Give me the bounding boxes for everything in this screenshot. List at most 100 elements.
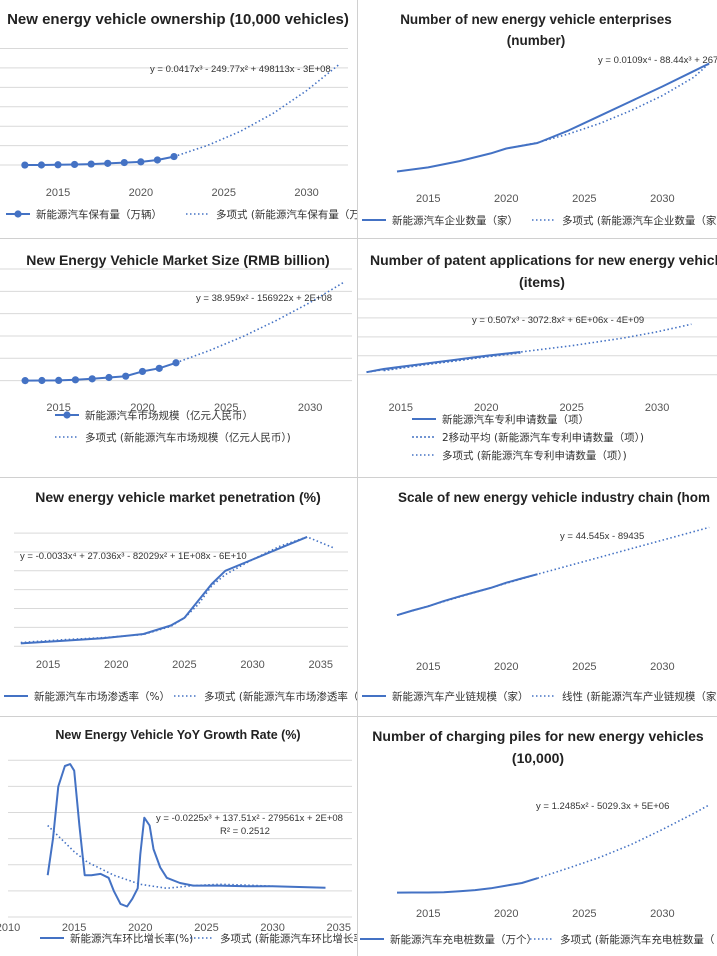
legend-label: 新能源汽车专利申请数量（项） — [442, 413, 589, 426]
series-line — [396, 62, 710, 173]
column-divider — [357, 0, 358, 956]
x-tick-label: 2020 — [130, 402, 154, 414]
legend-label: 新能源汽车产业链规模（家） — [392, 690, 529, 703]
legend-label: 多项式 (新能源汽车企业数量（家）) — [562, 214, 717, 227]
x-tick-label: 2030 — [650, 908, 674, 920]
x-tick-label: 2025 — [572, 908, 596, 920]
legend-label: 2移动平均 (新能源汽车专利申请数量（项）) — [442, 431, 644, 444]
chart-svg: Number of charging piles for new energy … — [360, 728, 714, 946]
data-point — [71, 376, 80, 384]
chart-patents: Number of patent applications for new en… — [358, 239, 717, 477]
r-squared-label: R² = 0.2512 — [220, 826, 270, 837]
x-tick-label: 2025 — [172, 659, 196, 671]
trend-equation: y = 0.507x³ - 3072.8x² + 6E+06x - 4E+09 — [472, 315, 644, 326]
series-line — [396, 877, 538, 894]
data-point — [172, 359, 180, 367]
data-point — [37, 161, 46, 169]
legend-label: 线性 (新能源汽车产业链规模（家 — [562, 690, 717, 703]
series-line — [20, 535, 308, 645]
x-tick-label: 2025 — [194, 922, 218, 934]
legend-label: 新能源汽车市场渗透率（%） — [34, 690, 170, 703]
legend-label: 多项式 (新能源汽车专利申请数量（项）) — [442, 449, 627, 462]
trend-equation: y = 0.0109x⁴ - 88.44x³ + 267999x² - 4E+0… — [598, 55, 717, 66]
x-tick-label: 2020 — [474, 402, 498, 414]
chart-title: New Energy Vehicle YoY Growth Rate (%) — [55, 728, 300, 742]
x-tick-label: 2030 — [260, 922, 284, 934]
chart-title: (items) — [519, 274, 565, 290]
x-tick-label: 2030 — [240, 659, 264, 671]
data-point — [153, 156, 162, 164]
chart-svg: New energy vehicle market penetration (%… — [4, 489, 357, 703]
row-divider-1 — [0, 238, 717, 239]
x-tick-label: 2025 — [211, 187, 235, 199]
trendline — [537, 804, 710, 879]
moving-average-line — [383, 352, 521, 372]
chart-title: Number of charging piles for new energy … — [372, 728, 704, 744]
legend-marker — [14, 210, 22, 218]
chart-svg: Scale of new energy vehicle industry cha… — [362, 490, 717, 703]
x-tick-label: 2025 — [572, 193, 596, 205]
chart-ownership: New energy vehicle ownership (10,000 veh… — [0, 0, 357, 238]
x-tick-label: 2030 — [645, 402, 669, 414]
chart-market-size: New Energy Vehicle Market Size (RMB bill… — [0, 239, 357, 477]
chart-title: Number of new energy vehicle enterprises — [400, 12, 672, 27]
x-tick-label: 2015 — [36, 659, 60, 671]
chart-title: Number of patent applications for new en… — [370, 252, 717, 268]
series-line — [396, 573, 538, 617]
chart-svg: New energy vehicle ownership (10,000 veh… — [0, 11, 357, 221]
x-tick-label: 2035 — [327, 922, 351, 934]
x-tick-label: 2020 — [494, 908, 518, 920]
legend-label: 多项式 (新能源汽车市场渗透率（ — [204, 690, 357, 703]
chart-svg: New Energy Vehicle Market Size (RMB bill… — [0, 252, 352, 444]
trendline — [47, 824, 273, 890]
trend-equation: y = 1.2485x² - 5029.3x + 5E+06 — [536, 801, 669, 812]
x-tick-label: 2015 — [388, 402, 412, 414]
data-point — [54, 161, 62, 169]
trend-equation: y = -0.0225x³ + 137.51x² - 279561x + 2E+… — [156, 813, 343, 824]
chart-title: Scale of new energy vehicle industry cha… — [398, 490, 710, 505]
x-tick-label: 2025 — [572, 661, 596, 673]
chart-title: New energy vehicle ownership (10,000 veh… — [7, 11, 349, 28]
series-line — [46, 763, 326, 908]
trend-equation: y = 44.545x - 89435 — [560, 531, 644, 542]
legend-marker — [63, 411, 71, 419]
trend-equation: y = 0.0417x³ - 249.77x² + 498113x - 3E+0… — [150, 64, 331, 75]
legend-label: 新能源汽车保有量（万辆） — [36, 208, 162, 221]
legend-label: 新能源汽车企业数量（家） — [392, 214, 518, 227]
data-point — [170, 152, 178, 161]
x-tick-label: 2020 — [494, 661, 518, 673]
legend-label: 多项式 (新能源汽车环比增长率(%)) — [220, 932, 357, 945]
data-point — [137, 158, 145, 166]
data-point — [38, 376, 46, 385]
legend-label: 新能源汽车充电桩数量（万个） — [390, 933, 537, 946]
legend-label: 多项式 (新能源汽车充电桩数量（ — [560, 933, 714, 946]
data-point — [87, 160, 95, 168]
x-tick-label: 2015 — [416, 661, 440, 673]
row-divider-2 — [0, 477, 717, 478]
x-tick-label: 2015 — [62, 922, 86, 934]
trend-equation: y = -0.0033x⁴ + 27.036x³ - 82029x² + 1E+… — [20, 551, 247, 562]
legend-label: 多项式 (新能源汽车保有量（万辆 — [216, 208, 357, 221]
x-tick-label: 2010 — [0, 922, 20, 934]
chart-title: New energy vehicle market penetration (%… — [35, 489, 321, 505]
trendline — [173, 63, 341, 158]
x-tick-label: 2020 — [128, 922, 152, 934]
x-tick-label: 2030 — [294, 187, 318, 199]
data-point — [21, 377, 29, 385]
chart-title: New Energy Vehicle Market Size (RMB bill… — [26, 252, 329, 268]
series-line — [25, 361, 177, 382]
x-tick-label: 2020 — [104, 659, 128, 671]
x-tick-label: 2035 — [308, 659, 332, 671]
legend-label: 新能源汽车市场规模（亿元人民币） — [85, 409, 253, 422]
x-tick-label: 2020 — [494, 193, 518, 205]
chart-svg: Number of patent applications for new en… — [358, 252, 717, 462]
series-line — [24, 155, 175, 166]
legend-label: 多项式 (新能源汽车市场规模（亿元人民币）) — [85, 431, 291, 444]
chart-charging-piles: Number of charging piles for new energy … — [358, 717, 717, 956]
data-point — [70, 160, 79, 169]
data-point — [122, 372, 130, 380]
chart-svg: Number of new energy vehicle enterprises… — [362, 12, 717, 227]
x-tick-label: 2025 — [214, 402, 238, 414]
chart-growth-rate: New Energy Vehicle YoY Growth Rate (%) 20… — [0, 717, 357, 956]
x-tick-label: 2015 — [416, 193, 440, 205]
